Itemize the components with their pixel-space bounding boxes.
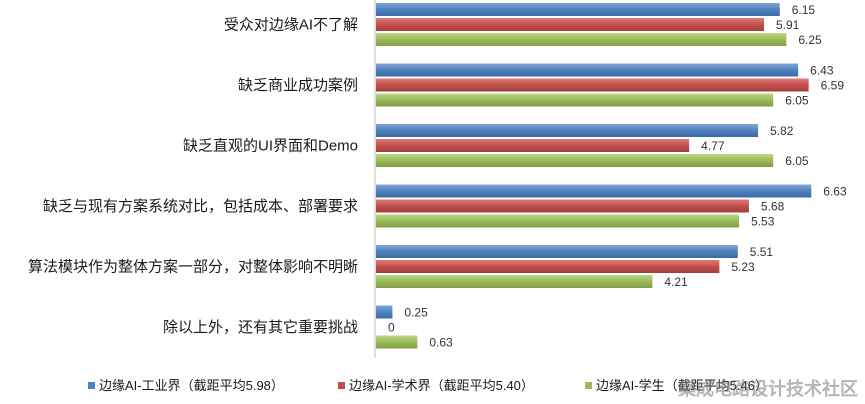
data-label: 4.77	[701, 139, 725, 153]
data-label: 5.68	[761, 200, 785, 214]
bar-series-1	[376, 199, 749, 213]
legend-swatch	[88, 382, 95, 389]
category-label: 受众对边缘AI不了解	[224, 17, 358, 34]
legend: 边缘AI-工业界（截距平均5.98） 边缘AI-学术界（截距平均5.40） 边缘AI…	[88, 378, 768, 393]
legend-label: 边缘AI-学生（截距平均5.46）	[596, 378, 768, 393]
data-label: 6.25	[798, 33, 822, 47]
bar-series-0	[376, 124, 759, 137]
bar-series-0	[376, 184, 812, 198]
category-label: 缺乏商业成功案例	[238, 76, 358, 94]
bar-series-2	[376, 214, 740, 228]
data-label: 4.21	[664, 275, 688, 289]
data-label: 5.23	[731, 260, 755, 274]
data-label: 6.59	[821, 79, 845, 93]
data-label: 0.63	[429, 336, 453, 350]
category-label: 缺乏与现有方案系统对比，包括成本、部署要求	[43, 197, 358, 215]
data-label: 5.51	[750, 245, 774, 259]
category-label: 除以上外，还有其它重要挑战	[163, 318, 358, 336]
category-label: 算法模块作为整体方案一部分，对整体影响不明晰	[28, 258, 358, 276]
bar-series-1	[376, 78, 809, 92]
data-label: 5.53	[751, 215, 775, 229]
bar-series-2	[376, 33, 787, 46]
legend-swatch	[585, 382, 592, 389]
category-label: 缺乏直观的UI界面和Demo	[183, 138, 358, 155]
data-label: 0	[388, 321, 395, 335]
bar-series-0	[376, 3, 780, 16]
bar-series-2	[376, 275, 653, 288]
legend-label: 边缘AI-学术界（截距平均5.40）	[349, 378, 534, 393]
data-label: 6.05	[785, 94, 809, 108]
watermark: 集成电路设计技术社区	[677, 378, 858, 399]
data-label: 6.63	[823, 185, 847, 199]
bar-series-2	[376, 93, 774, 107]
bar-series-1	[376, 18, 765, 31]
data-label: 6.43	[810, 64, 834, 78]
data-label: 6.15	[792, 3, 816, 17]
data-label: 5.91	[776, 18, 800, 32]
bar-series-0	[376, 305, 393, 319]
data-label: 6.05	[785, 154, 809, 168]
bar-series-2	[376, 335, 418, 349]
bar-series-2	[376, 154, 774, 167]
legend-swatch	[338, 382, 345, 389]
bar-series-0	[376, 245, 738, 258]
bar-series-1	[376, 139, 690, 152]
legend-label: 边缘AI-工业界（截距平均5.98）	[99, 378, 284, 393]
bar-series-0	[376, 63, 799, 77]
bar-series-1	[376, 260, 720, 273]
data-label: 0.25	[404, 306, 428, 320]
watermark-text: 集成电路设计技术社区	[677, 378, 858, 399]
data-label: 5.82	[770, 124, 794, 138]
